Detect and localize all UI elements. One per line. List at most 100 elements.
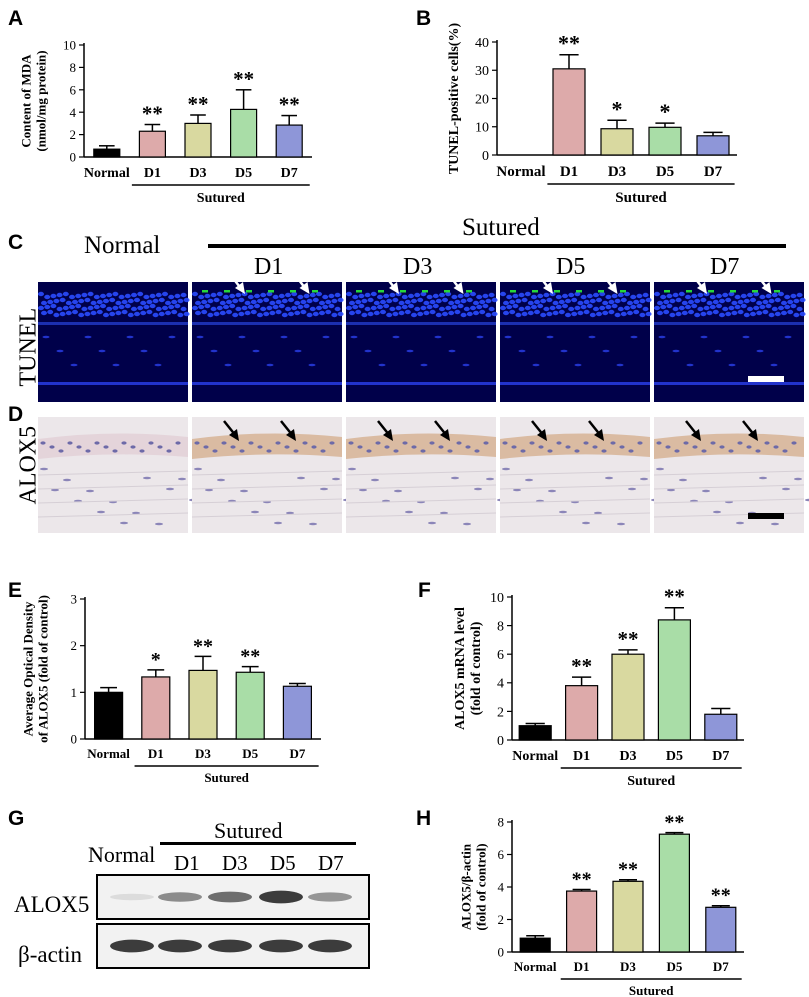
stromal-nucleus [178,477,186,481]
ihc-nucleus [166,449,172,453]
nucleus [562,293,568,299]
nucleus [473,300,479,306]
arrow-head [229,429,239,441]
nucleus [69,304,75,310]
ihc-nucleus [311,445,317,449]
nucleus [624,291,630,297]
nucleus [337,297,344,303]
nucleus [152,312,159,318]
blot-band [308,892,352,902]
collagen-fiber [37,470,189,476]
tunel-positive-cell [378,290,384,293]
nucleus [411,312,417,318]
nucleus [534,309,540,315]
category-label: D3 [608,164,626,180]
nucleus [466,311,473,317]
epithelium-layer [654,433,804,459]
nucleus [300,309,307,315]
arrow-head [235,282,245,294]
nucleus [364,306,371,312]
nucleus [112,291,119,297]
nucleus [131,292,137,298]
nucleus [580,294,587,300]
nucleus [81,292,88,298]
tunel-positive-cell [532,290,538,293]
blot-normal-label: Normal [88,842,156,867]
category-label: Normal [512,749,558,764]
nucleus [793,312,800,318]
stromal-nucleus [440,511,448,515]
nucleus [53,298,60,304]
nucleus [660,294,667,300]
y-tick-label: 6 [70,82,77,97]
nucleus [639,298,646,304]
stromal-nucleus [546,335,554,339]
nucleus [386,312,393,318]
nucleus [377,304,383,310]
nucleus [731,300,738,306]
nucleus [87,291,94,297]
y-tick-label: 8 [498,815,505,830]
ihc-nucleus [637,441,643,445]
category-label: D3 [619,749,636,764]
alox5-panel-normal [37,417,197,533]
tunel-positive-cell [224,290,230,293]
nucleus [149,303,156,309]
collagen-fiber [37,512,189,518]
category-label: D1 [560,164,578,180]
nucleus [509,299,516,305]
nucleus [620,311,627,317]
significance-mark: ** [233,67,254,91]
nucleus [552,300,559,306]
endothelium [346,382,496,385]
stromal-nucleus [594,511,602,515]
nucleus [174,303,181,309]
nucleus [633,309,640,315]
panel-label-h: H [416,807,432,830]
ihc-nucleus [511,445,517,449]
nucleus [781,300,787,306]
nucleus [90,310,97,316]
nucleus [555,304,562,310]
nucleus [383,293,390,299]
category-label: D3 [195,746,211,761]
stromal-nucleus [714,349,722,353]
nucleus [398,310,405,316]
nucleus [580,304,587,310]
tunel-positive-cell [312,290,318,293]
nucleus [694,298,701,304]
blot-band [208,939,252,953]
stromal-nucleus [640,477,648,481]
nucleus [630,304,637,310]
nucleus [263,297,270,303]
nucleus [589,312,596,318]
nucleus [586,293,593,299]
nucleus [565,312,571,318]
tunel-panel-d5 [500,273,652,402]
arrow-head [697,282,707,294]
panel-label-b: B [416,7,432,30]
nucleus [309,306,316,312]
stromal-nucleus [143,476,151,480]
blot-lane-d7: D7 [318,851,344,875]
nucleus [229,303,236,309]
nucleus [583,299,590,305]
nucleus [614,298,621,304]
nucleus [546,297,553,303]
nucleus [611,303,618,309]
tunel-positive-cell [598,290,604,293]
nucleus [734,304,741,310]
nucleus [709,294,716,300]
nucleus [645,311,652,317]
nucleus [593,292,599,298]
nucleus [716,293,722,299]
category-label: D1 [573,749,590,764]
y-tick-label: 10 [63,38,76,53]
ihc-nucleus [538,445,544,449]
y-tick-label: 10 [475,121,489,136]
nucleus [355,299,362,305]
nucleus [491,311,498,317]
